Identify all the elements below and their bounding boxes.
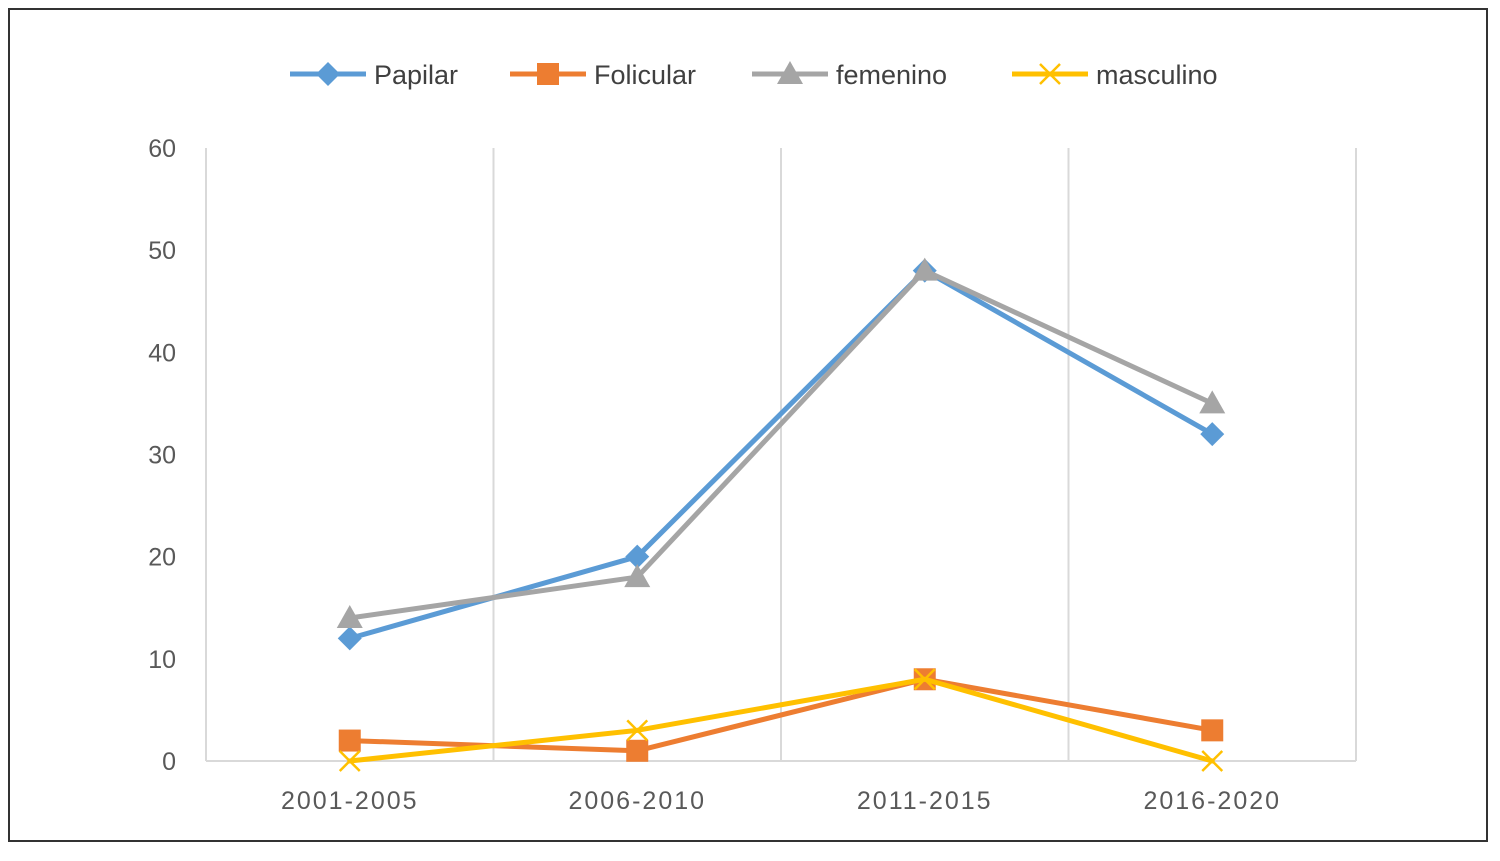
legend-item-femenino: femenino: [752, 60, 947, 90]
y-tick-label: 30: [148, 442, 176, 470]
x-axis-ticks: 2001-2005 2006-2010 2011-2015 2016-2020: [281, 787, 1281, 815]
y-tick-label: 20: [148, 544, 176, 572]
data-point-femenino: [911, 257, 938, 281]
data-point-masculino: [1201, 750, 1224, 772]
y-tick-label: 10: [148, 646, 176, 674]
y-tick-label: 60: [148, 135, 176, 163]
data-point-masculino: [626, 719, 649, 742]
chart-frame: 0 10 20 30 40 50 60 2001-2005 2006-2010 2011-201…: [8, 8, 1488, 842]
series-lines: [336, 257, 1226, 772]
legend: Papilar Folicular femenino masculino: [290, 60, 1218, 90]
legend-label: Folicular: [594, 60, 696, 90]
data-point-folicular: [626, 739, 649, 762]
legend-item-masculino: masculino: [1012, 60, 1218, 90]
line-chart: 0 10 20 30 40 50 60 2001-2005 2006-2010 2011-201…: [148, 60, 1357, 815]
data-point-folicular: [1201, 719, 1224, 742]
legend-swatch-marker: [777, 61, 803, 84]
legend-item-folicular: Folicular: [510, 60, 696, 90]
legend-item-papilar: Papilar: [290, 60, 458, 90]
x-tick-label: 2001-2005: [281, 787, 419, 815]
data-point-papilar: [1200, 422, 1225, 447]
legend-swatch-marker: [316, 62, 340, 86]
legend-label: Papilar: [374, 60, 458, 90]
legend-swatch-marker: [537, 63, 559, 85]
series-masculino: [338, 668, 1224, 772]
x-tick-label: 2016-2020: [1143, 787, 1281, 815]
gridlines: [205, 148, 1357, 761]
series-femenino: [336, 257, 1226, 628]
data-point-femenino: [1199, 390, 1226, 414]
data-point-papilar: [337, 626, 362, 651]
y-axis-ticks: 0 10 20 30 40 50 60: [148, 135, 176, 776]
data-point-femenino: [336, 604, 363, 628]
data-point-femenino: [624, 564, 651, 588]
data-point-masculino: [338, 750, 361, 772]
data-point-folicular: [338, 729, 361, 752]
series-line-femenino: [347, 268, 1215, 621]
y-tick-label: 50: [148, 237, 176, 265]
x-tick-label: 2006-2010: [568, 787, 706, 815]
x-tick-label: 2011-2015: [857, 787, 993, 815]
legend-label: femenino: [836, 60, 947, 90]
y-tick-label: 0: [162, 748, 176, 776]
legend-label: masculino: [1096, 60, 1218, 90]
data-point-papilar: [625, 544, 650, 569]
y-tick-label: 40: [148, 339, 176, 367]
data-point-masculino: [913, 668, 936, 691]
series-line-masculino: [347, 676, 1215, 764]
legend-swatch-marker: [1039, 63, 1061, 85]
